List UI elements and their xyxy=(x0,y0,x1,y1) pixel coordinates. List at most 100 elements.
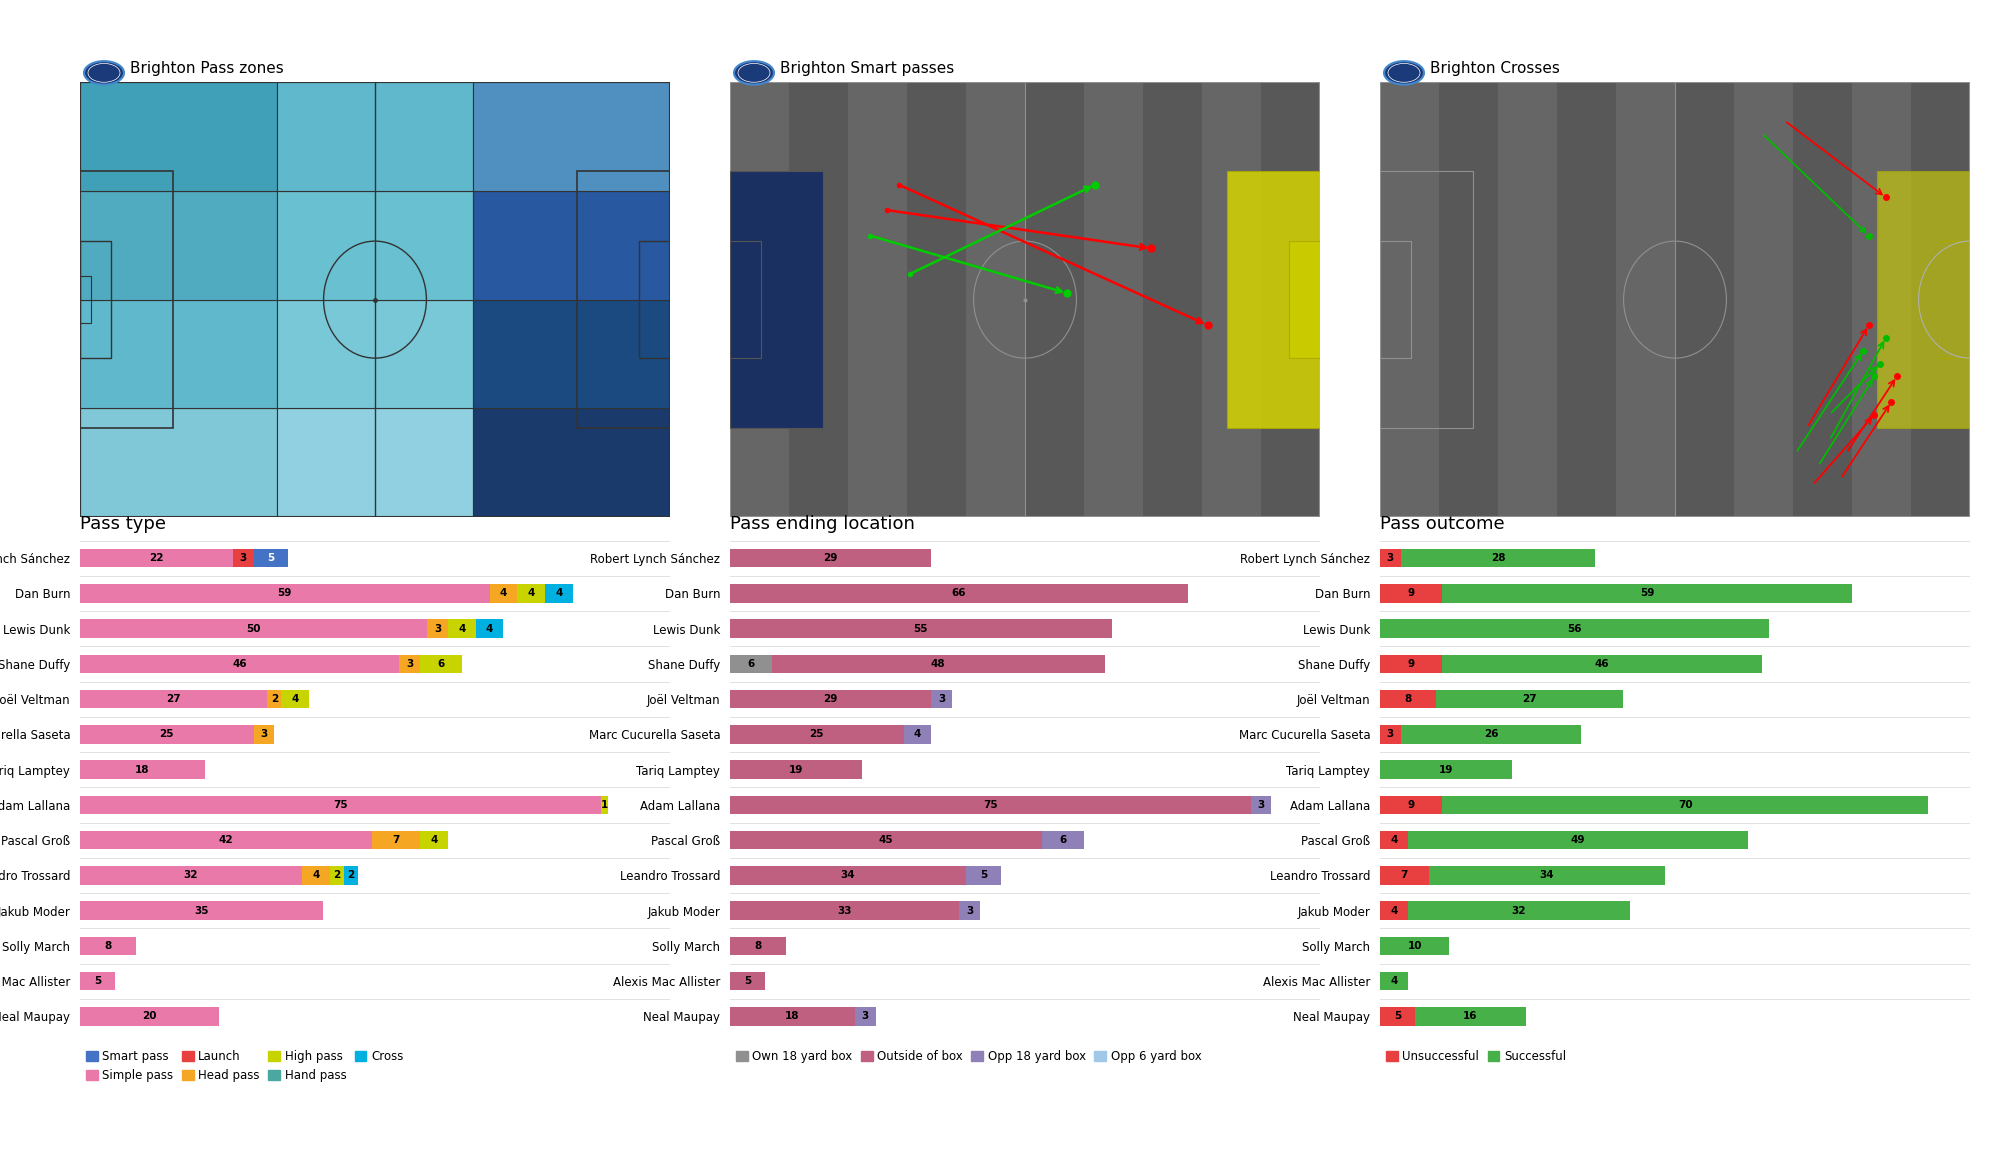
Text: 2: 2 xyxy=(334,871,340,880)
Bar xyxy=(80,866,302,885)
Text: 6: 6 xyxy=(748,659,754,669)
Bar xyxy=(730,241,760,358)
Bar xyxy=(730,584,1188,603)
Bar xyxy=(1380,690,1436,709)
Text: 56: 56 xyxy=(1568,624,1582,633)
Bar xyxy=(420,831,448,850)
Bar xyxy=(1734,82,1792,517)
Bar xyxy=(474,190,670,300)
Bar xyxy=(1940,241,1970,358)
Bar xyxy=(1912,82,1970,517)
Text: 18: 18 xyxy=(136,765,150,774)
Text: 59: 59 xyxy=(278,589,292,598)
Bar xyxy=(420,654,462,673)
Bar xyxy=(908,82,966,517)
Text: 28: 28 xyxy=(1490,553,1506,563)
Bar xyxy=(276,82,474,190)
Bar xyxy=(1556,82,1616,517)
Bar xyxy=(546,584,572,603)
Bar xyxy=(80,760,204,779)
Bar xyxy=(1084,82,1144,517)
Bar xyxy=(1380,725,1400,744)
Text: 32: 32 xyxy=(184,871,198,880)
Bar xyxy=(904,725,932,744)
Bar xyxy=(276,190,474,300)
Text: 27: 27 xyxy=(1522,694,1536,704)
Text: 8: 8 xyxy=(754,941,762,951)
Text: Pass outcome: Pass outcome xyxy=(1380,516,1504,533)
Bar xyxy=(372,831,420,850)
Bar xyxy=(966,866,1000,885)
Text: 4: 4 xyxy=(458,624,466,633)
Text: 3: 3 xyxy=(406,659,414,669)
Text: 4: 4 xyxy=(556,589,562,598)
Text: 9: 9 xyxy=(1408,589,1414,598)
Text: 25: 25 xyxy=(810,730,824,739)
Bar xyxy=(854,1007,876,1026)
Bar xyxy=(518,584,546,603)
Text: 3: 3 xyxy=(966,906,974,915)
Bar xyxy=(1380,170,1472,429)
Bar xyxy=(254,725,274,744)
Text: 46: 46 xyxy=(1594,659,1610,669)
Bar xyxy=(1436,690,1622,709)
Text: Brighton Smart passes: Brighton Smart passes xyxy=(780,61,954,76)
Bar xyxy=(1442,584,1852,603)
Bar xyxy=(966,82,1024,517)
Text: 4: 4 xyxy=(312,871,320,880)
Bar xyxy=(474,82,670,190)
Text: 2: 2 xyxy=(270,694,278,704)
Text: 34: 34 xyxy=(1540,871,1554,880)
Bar xyxy=(80,690,268,709)
Bar xyxy=(960,901,980,920)
Bar xyxy=(1250,795,1272,814)
Text: 26: 26 xyxy=(1484,730,1498,739)
Bar xyxy=(772,654,1104,673)
Bar xyxy=(282,690,310,709)
Bar xyxy=(730,690,932,709)
Text: 45: 45 xyxy=(878,835,894,845)
Bar xyxy=(1228,170,1320,429)
Text: 19: 19 xyxy=(1438,765,1454,774)
Text: 8: 8 xyxy=(104,941,112,951)
Text: 48: 48 xyxy=(930,659,946,669)
Bar xyxy=(276,300,474,408)
Bar xyxy=(730,725,904,744)
Text: 49: 49 xyxy=(1570,835,1586,845)
Bar xyxy=(232,549,254,568)
Bar xyxy=(1380,654,1442,673)
Bar xyxy=(1440,82,1498,517)
Bar xyxy=(80,795,600,814)
Bar xyxy=(848,82,908,517)
Text: 9: 9 xyxy=(1408,659,1414,669)
Text: 55: 55 xyxy=(914,624,928,633)
Bar xyxy=(730,170,822,429)
Bar xyxy=(400,654,420,673)
Bar xyxy=(1878,170,1970,429)
Bar xyxy=(80,972,114,991)
Bar xyxy=(1380,760,1512,779)
Bar xyxy=(80,276,92,323)
Text: 4: 4 xyxy=(528,589,534,598)
Text: 42: 42 xyxy=(218,835,234,845)
Bar xyxy=(730,1007,854,1026)
Text: Brighton Crosses: Brighton Crosses xyxy=(1430,61,1560,76)
Bar xyxy=(1042,831,1084,850)
Bar xyxy=(1380,795,1442,814)
Text: 66: 66 xyxy=(952,589,966,598)
Bar xyxy=(730,82,788,517)
Text: 4: 4 xyxy=(292,694,298,704)
Bar xyxy=(1380,241,1410,358)
Text: 4: 4 xyxy=(430,835,438,845)
Bar xyxy=(474,300,670,408)
Bar xyxy=(1380,1007,1414,1026)
Bar xyxy=(730,760,862,779)
Bar xyxy=(730,866,966,885)
Text: 7: 7 xyxy=(392,835,400,845)
Text: 6: 6 xyxy=(1060,835,1066,845)
Legend: Unsuccessful, Successful: Unsuccessful, Successful xyxy=(1386,1049,1566,1062)
Bar xyxy=(1380,901,1408,920)
Text: 5: 5 xyxy=(268,553,274,563)
Bar xyxy=(1400,549,1596,568)
Bar xyxy=(730,831,1042,850)
